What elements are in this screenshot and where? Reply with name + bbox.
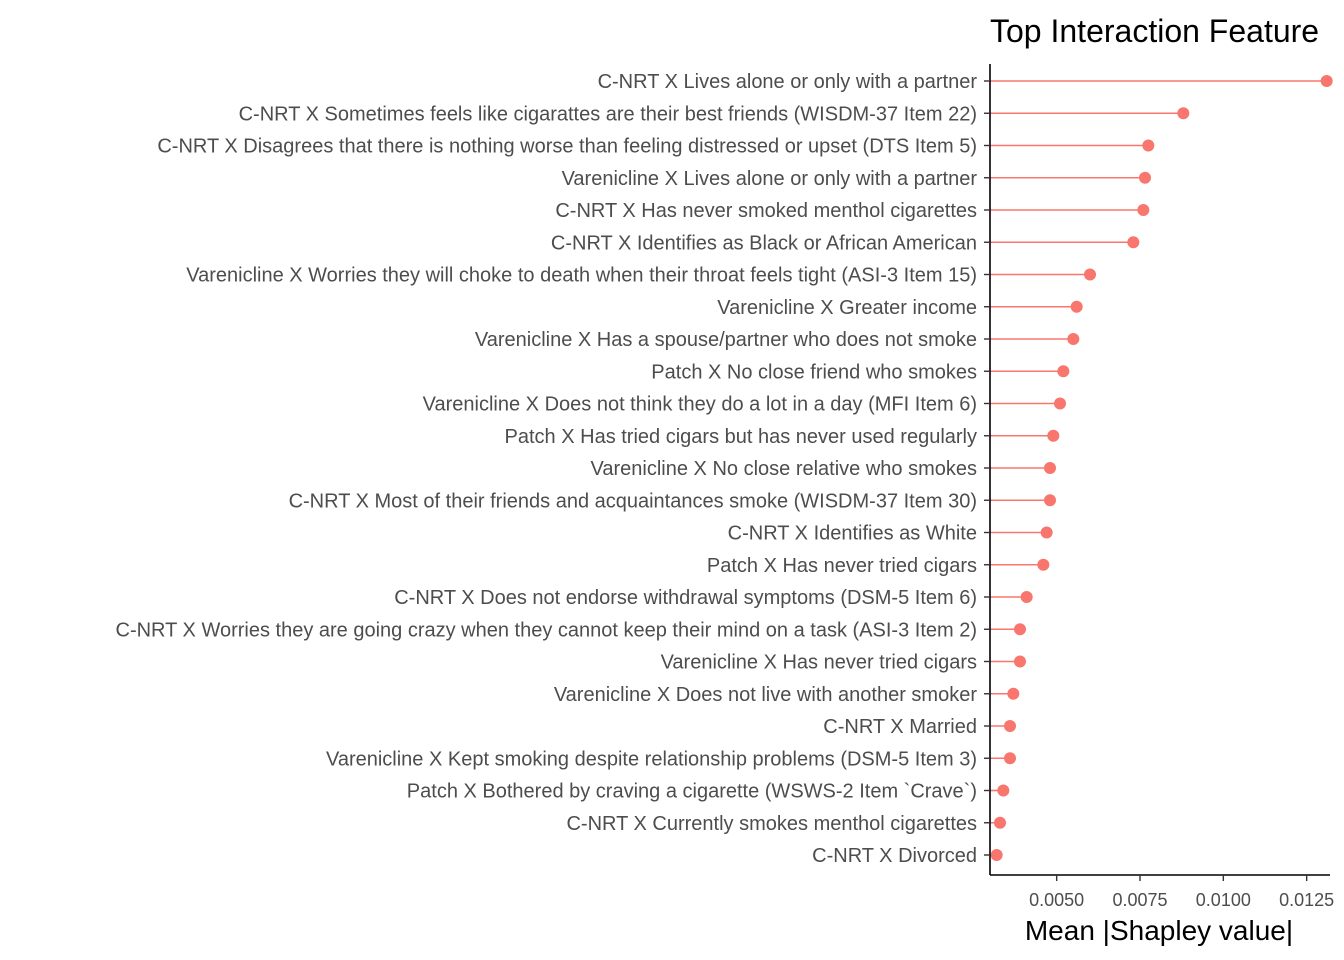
y-tick-label: Varenicline X Has never tried cigars [661,652,977,674]
lollipop-series [990,75,1333,861]
x-axis: 0.0050 0.0075 0.0100 0.0125 [1029,875,1334,910]
x-tick-label: 0.0100 [1196,890,1251,910]
y-tick-label: Patch X Has never tried cigars [707,555,977,577]
y-tick-label: Patch X No close friend who smokes [651,361,977,383]
x-tick-label: 0.0125 [1279,890,1334,910]
y-tick-label: C-NRT X Married [823,716,977,738]
lollipop-point [1177,107,1190,120]
lollipop-point [1127,236,1140,249]
lollipop-point [1014,655,1026,668]
y-tick-label: C-NRT X Worries they are going crazy whe… [116,619,978,641]
y-tick-label: C-NRT X Has never smoked menthol cigaret… [555,200,977,222]
y-tick-label: Varenicline X Does not live with another… [554,684,978,706]
lollipop-point [1054,397,1066,410]
y-tick-label: Varenicline X Greater income [717,297,977,319]
y-tick-label: C-NRT X Most of their friends and acquai… [289,490,977,512]
y-tick-label: C-NRT X Divorced [812,845,977,867]
y-tick-label: Varenicline X Does not think they do a l… [423,394,977,416]
lollipop-point [994,816,1006,829]
lollipop-point [1037,558,1050,571]
lollipop-point [1320,75,1333,87]
y-tick-label: Varenicline X Lives alone or only with a… [562,168,978,190]
y-tick-label: Varenicline X Kept smoking despite relat… [326,748,977,770]
lollipop-point [997,784,1010,797]
y-tick-label: C-NRT X Does not endorse withdrawal symp… [394,587,977,609]
lollipop-point [1057,365,1070,378]
lollipop-point [990,849,1003,861]
lollipop-point [1047,429,1060,442]
lollipop-point [1007,687,1020,700]
y-tick-label: Varenicline X No close relative who smok… [591,458,977,480]
lollipop-point [1040,526,1053,539]
lollipop-point [1004,752,1016,765]
lollipop-point [1044,494,1056,507]
y-tick-label: Varenicline X Worries they will choke to… [186,265,977,287]
y-tick-label: C-NRT X Currently smokes menthol cigaret… [566,813,977,835]
lollipop-point [1067,333,1080,345]
y-tick-label: C-NRT X Identifies as White [728,523,977,545]
lollipop-point [1004,720,1016,732]
lollipop-point [1142,139,1155,152]
y-tick-label: Varenicline X Has a spouse/partner who d… [475,329,977,351]
lollipop-point [1014,623,1026,636]
lollipop-point [1084,268,1096,281]
y-tick-label: Patch X Bothered by craving a cigarette … [407,781,977,803]
lollipop-point [1070,300,1083,313]
y-tick-label: Patch X Has tried cigars but has never u… [505,426,977,448]
lollipop-point [1020,591,1033,603]
chart-title: Top Interaction Feature [990,13,1319,49]
lollipop-point [1139,171,1151,184]
y-tick-label: C-NRT X Disagrees that there is nothing … [157,136,977,158]
y-tick-label: C-NRT X Sometimes feels like cigarattes … [239,103,977,125]
y-axis: C-NRT X Lives alone or only with a partn… [116,71,990,867]
x-tick-label: 0.0075 [1112,890,1167,910]
y-tick-label: C-NRT X Identifies as Black or African A… [551,232,977,254]
x-tick-label: 0.0050 [1029,890,1084,910]
lollipop-point [1137,204,1150,216]
x-axis-title: Mean |Shapley value| [1025,915,1293,946]
lollipop-point [1044,462,1056,474]
y-tick-label: C-NRT X Lives alone or only with a partn… [598,71,978,93]
